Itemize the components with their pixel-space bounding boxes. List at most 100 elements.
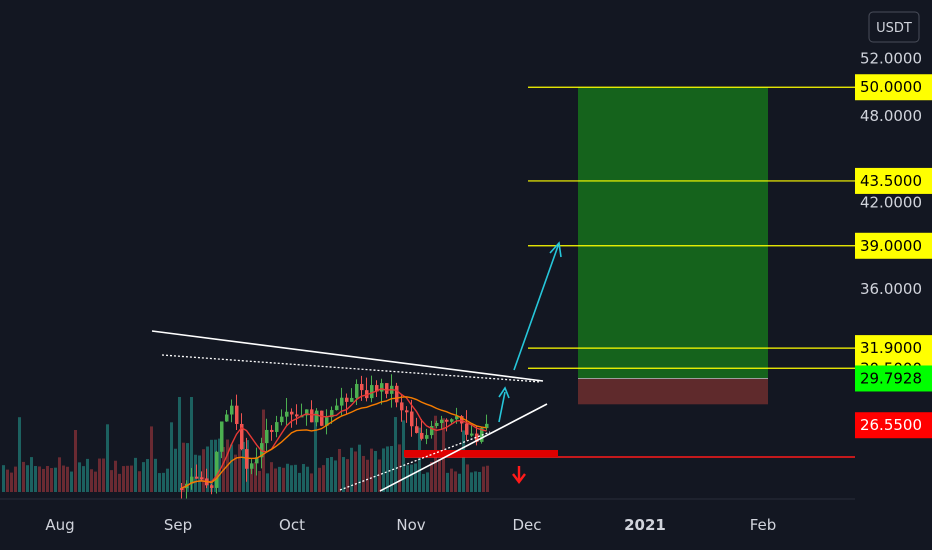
- volume-bar: [234, 454, 237, 492]
- long-position-box[interactable]: [578, 87, 768, 405]
- volume-bar: [426, 472, 429, 492]
- x-tick-label: Feb: [750, 516, 777, 534]
- stop-loss-price-tag-bg[interactable]: [855, 412, 932, 439]
- volume-bar: [230, 444, 233, 492]
- volume-bar: [390, 446, 393, 492]
- volume-bar: [62, 465, 65, 492]
- volume-bar: [450, 468, 453, 492]
- volume-bar: [138, 471, 141, 492]
- level-price-tag-bg[interactable]: [855, 167, 932, 194]
- stop-loss-price-tag[interactable]: 26.5500: [860, 416, 922, 434]
- candlesticks: [180, 374, 489, 500]
- volume-bar: [42, 468, 45, 492]
- x-tick-label: Nov: [396, 516, 425, 534]
- time-axis[interactable]: Aug Sep Oct Nov Dec 2021 Feb: [0, 498, 855, 534]
- volume-bar: [410, 464, 413, 492]
- volume-bar: [130, 465, 133, 492]
- volume-bar: [18, 417, 21, 492]
- volume-bar: [370, 448, 373, 492]
- moving-averages: [181, 387, 487, 489]
- candle-body: [315, 410, 319, 423]
- currency-badge[interactable]: USDT: [868, 11, 920, 43]
- volume-bar: [154, 458, 157, 492]
- candle-body: [285, 411, 289, 417]
- candle-body: [220, 421, 224, 452]
- volume-bar: [182, 442, 185, 492]
- volume-bar: [346, 459, 349, 492]
- volume-bar: [294, 464, 297, 492]
- candle-body: [360, 383, 364, 391]
- volume-bar: [174, 448, 177, 492]
- candle-body: [465, 423, 469, 435]
- profit-zone[interactable]: [578, 87, 768, 379]
- x-tick-label: Aug: [45, 516, 74, 534]
- candle-body: [255, 457, 259, 464]
- volume-bar: [250, 467, 253, 492]
- volume-bar: [302, 464, 305, 492]
- candle-body: [400, 402, 404, 411]
- volume-bar: [66, 466, 69, 492]
- volume-bar: [90, 469, 93, 492]
- price-axis[interactable]: 52.0000 48.0000 42.0000 36.0000 50.0000 43.50…: [855, 0, 932, 550]
- candle-body: [245, 449, 249, 469]
- candle-body: [345, 397, 349, 402]
- volume-bar: [366, 459, 369, 492]
- volume-bar: [286, 463, 289, 492]
- volume-bar: [386, 446, 389, 492]
- volume-bar: [86, 458, 89, 492]
- projection-arrow-long[interactable]: [513, 245, 559, 371]
- candle-body: [275, 422, 279, 432]
- volume-bar: [78, 462, 81, 492]
- volume-bar: [358, 444, 361, 492]
- volume-bar: [110, 470, 113, 492]
- support-trendline[interactable]: [379, 403, 548, 492]
- volume-bar: [254, 462, 257, 492]
- candle-body: [270, 429, 274, 432]
- volume-bar: [274, 468, 277, 492]
- level-price-tag-bg[interactable]: [855, 232, 932, 259]
- volume-bar: [470, 472, 473, 492]
- volume-bar: [114, 460, 117, 492]
- dotted-support-trendline[interactable]: [339, 431, 491, 491]
- volume-bar: [26, 465, 29, 492]
- level-price-tag[interactable]: 31.9000: [860, 339, 922, 357]
- candle-body: [200, 477, 204, 480]
- candle-body: [280, 416, 284, 423]
- level-price-tag[interactable]: 39.0000: [860, 237, 922, 255]
- down-arrow-head: [512, 473, 526, 484]
- candle-body: [230, 405, 234, 415]
- volume-bar: [406, 465, 409, 492]
- volume-bar: [350, 447, 353, 492]
- level-price-tag-bg[interactable]: [855, 74, 932, 101]
- resistance-trendline[interactable]: [151, 330, 544, 382]
- projection-arrow-short[interactable]: [498, 391, 506, 423]
- drawings[interactable]: [151, 241, 562, 492]
- volume-bar: [82, 466, 85, 492]
- currency-label: USDT: [876, 21, 912, 36]
- level-price-tag[interactable]: 43.5000: [860, 172, 922, 190]
- volume-bar: [362, 455, 365, 492]
- level-price-tag[interactable]: 50.0000: [860, 78, 922, 96]
- volume-bar: [282, 467, 285, 492]
- candle-body: [430, 425, 434, 436]
- volume-bar: [186, 443, 189, 492]
- volume-bar: [150, 426, 153, 492]
- volume-bar: [38, 466, 41, 492]
- volume-bar: [34, 466, 37, 492]
- candle-body: [450, 419, 454, 422]
- candle-body: [295, 414, 299, 417]
- dotted-resistance-trendline[interactable]: [161, 354, 542, 383]
- candle-body: [485, 423, 489, 429]
- candle-body: [210, 485, 214, 488]
- candle-body: [415, 426, 419, 433]
- current-price-tag-bg[interactable]: [855, 365, 932, 392]
- currency-button[interactable]: [868, 11, 920, 43]
- loss-zone[interactable]: [578, 378, 768, 405]
- stop-loss-zone: [404, 450, 558, 457]
- volume-bar: [190, 397, 193, 492]
- volume-bar: [454, 471, 457, 492]
- current-price-tag[interactable]: 29.7928: [860, 369, 922, 387]
- volume-bar: [194, 454, 197, 492]
- volume-bar: [314, 412, 317, 492]
